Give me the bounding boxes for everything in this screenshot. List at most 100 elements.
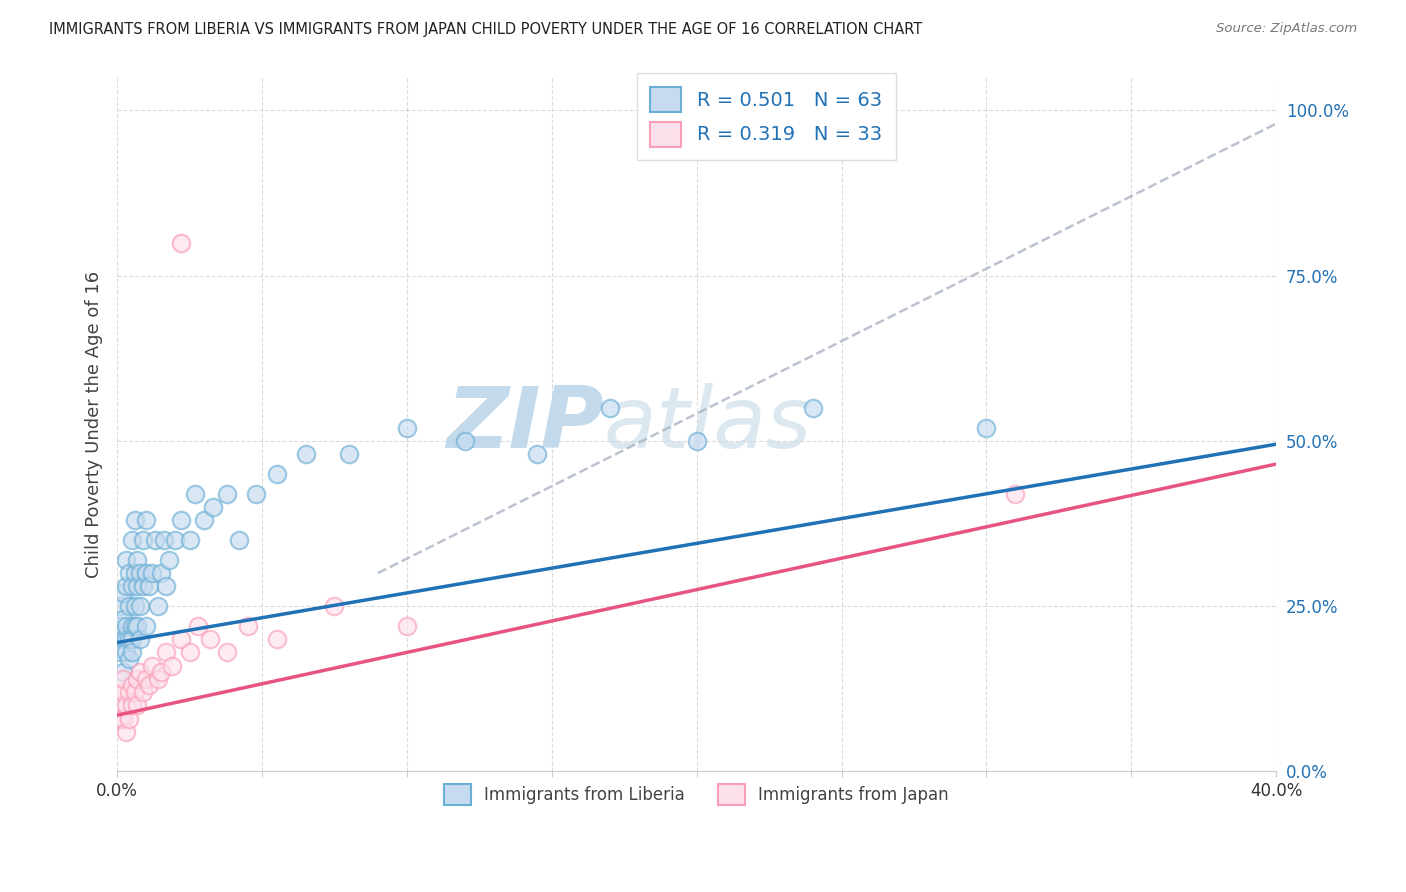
Point bbox=[152, 533, 174, 547]
Point bbox=[124, 513, 146, 527]
Point bbox=[337, 447, 360, 461]
Point bbox=[108, 645, 131, 659]
Text: atlas: atlas bbox=[605, 383, 811, 466]
Text: IMMIGRANTS FROM LIBERIA VS IMMIGRANTS FROM JAPAN CHILD POVERTY UNDER THE AGE OF : IMMIGRANTS FROM LIBERIA VS IMMIGRANTS FR… bbox=[49, 22, 922, 37]
Point bbox=[108, 712, 131, 726]
Point bbox=[115, 619, 138, 633]
Point bbox=[118, 566, 141, 581]
Point bbox=[121, 619, 143, 633]
Point bbox=[124, 685, 146, 699]
Point bbox=[165, 533, 187, 547]
Point bbox=[108, 698, 131, 713]
Point bbox=[395, 619, 418, 633]
Point bbox=[170, 632, 193, 647]
Point bbox=[115, 724, 138, 739]
Point bbox=[179, 645, 201, 659]
Point bbox=[685, 434, 707, 448]
Point bbox=[132, 685, 155, 699]
Point bbox=[108, 619, 131, 633]
Point bbox=[127, 698, 149, 713]
Point bbox=[323, 599, 346, 614]
Point bbox=[115, 645, 138, 659]
Point bbox=[135, 566, 157, 581]
Point bbox=[146, 672, 169, 686]
Legend: Immigrants from Liberia, Immigrants from Japan: Immigrants from Liberia, Immigrants from… bbox=[434, 773, 959, 815]
Point bbox=[115, 553, 138, 567]
Point bbox=[526, 447, 548, 461]
Point bbox=[127, 672, 149, 686]
Point bbox=[115, 698, 138, 713]
Point bbox=[187, 619, 209, 633]
Point bbox=[118, 632, 141, 647]
Point bbox=[115, 632, 138, 647]
Point bbox=[111, 632, 134, 647]
Point bbox=[170, 513, 193, 527]
Point bbox=[162, 658, 184, 673]
Point bbox=[124, 566, 146, 581]
Point bbox=[111, 672, 134, 686]
Point bbox=[146, 599, 169, 614]
Point bbox=[132, 533, 155, 547]
Point bbox=[454, 434, 477, 448]
Point bbox=[266, 632, 288, 647]
Point bbox=[129, 632, 152, 647]
Point bbox=[266, 467, 288, 481]
Point bbox=[132, 579, 155, 593]
Point bbox=[118, 685, 141, 699]
Point bbox=[138, 678, 160, 692]
Point bbox=[124, 599, 146, 614]
Point bbox=[121, 645, 143, 659]
Point bbox=[129, 566, 152, 581]
Point bbox=[149, 665, 172, 680]
Point bbox=[245, 487, 267, 501]
Point bbox=[111, 712, 134, 726]
Point bbox=[155, 579, 177, 593]
Point bbox=[395, 421, 418, 435]
Point bbox=[138, 579, 160, 593]
Point bbox=[201, 500, 224, 514]
Point bbox=[135, 513, 157, 527]
Point bbox=[129, 665, 152, 680]
Point bbox=[135, 619, 157, 633]
Point bbox=[184, 487, 207, 501]
Point bbox=[129, 599, 152, 614]
Point bbox=[294, 447, 316, 461]
Point bbox=[179, 533, 201, 547]
Point bbox=[127, 579, 149, 593]
Point bbox=[121, 533, 143, 547]
Point bbox=[155, 645, 177, 659]
Point bbox=[118, 652, 141, 666]
Point bbox=[121, 579, 143, 593]
Point bbox=[111, 665, 134, 680]
Y-axis label: Child Poverty Under the Age of 16: Child Poverty Under the Age of 16 bbox=[86, 271, 103, 578]
Point bbox=[217, 645, 239, 659]
Point bbox=[118, 599, 141, 614]
Text: Source: ZipAtlas.com: Source: ZipAtlas.com bbox=[1216, 22, 1357, 36]
Point bbox=[228, 533, 250, 547]
Point bbox=[141, 566, 163, 581]
Point bbox=[111, 586, 134, 600]
Point bbox=[1004, 487, 1026, 501]
Point bbox=[115, 579, 138, 593]
Point bbox=[198, 632, 221, 647]
Point bbox=[121, 632, 143, 647]
Point bbox=[118, 712, 141, 726]
Point bbox=[217, 487, 239, 501]
Point bbox=[236, 619, 259, 633]
Point bbox=[193, 513, 215, 527]
Point bbox=[599, 401, 621, 415]
Point bbox=[121, 698, 143, 713]
Point bbox=[143, 533, 166, 547]
Point bbox=[127, 619, 149, 633]
Point bbox=[124, 619, 146, 633]
Point bbox=[976, 421, 998, 435]
Point bbox=[111, 612, 134, 626]
Point bbox=[149, 566, 172, 581]
Point bbox=[801, 401, 824, 415]
Point bbox=[157, 553, 180, 567]
Text: ZIP: ZIP bbox=[446, 383, 605, 466]
Point bbox=[135, 672, 157, 686]
Point bbox=[108, 599, 131, 614]
Point bbox=[127, 553, 149, 567]
Point bbox=[170, 235, 193, 250]
